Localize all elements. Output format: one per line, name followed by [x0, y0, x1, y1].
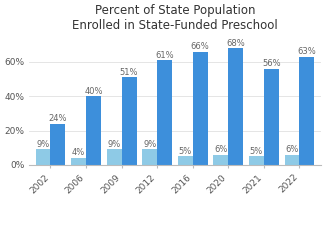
Bar — [285, 155, 300, 165]
Text: 5%: 5% — [179, 147, 192, 156]
Bar — [264, 69, 279, 165]
Text: 51%: 51% — [120, 68, 138, 77]
Text: 6%: 6% — [214, 145, 228, 154]
Bar — [193, 52, 208, 165]
Bar — [157, 60, 172, 165]
Text: 9%: 9% — [108, 140, 121, 149]
Bar — [86, 96, 101, 165]
Text: 61%: 61% — [155, 51, 174, 60]
Text: 6%: 6% — [285, 145, 299, 154]
Text: 9%: 9% — [143, 140, 156, 149]
Title: Percent of State Population
Enrolled in State-Funded Preschool: Percent of State Population Enrolled in … — [72, 4, 278, 32]
Bar — [35, 150, 50, 165]
Text: 5%: 5% — [250, 147, 263, 156]
Text: 24%: 24% — [49, 114, 67, 123]
Bar — [50, 124, 65, 165]
Bar — [107, 150, 122, 165]
Bar — [300, 57, 314, 165]
Text: 9%: 9% — [36, 140, 50, 149]
Text: 66%: 66% — [191, 42, 210, 51]
Text: 63%: 63% — [298, 47, 316, 56]
Text: 56%: 56% — [262, 59, 281, 68]
Bar — [228, 48, 243, 165]
Bar — [142, 150, 157, 165]
Text: 4%: 4% — [72, 148, 85, 158]
Bar — [122, 77, 136, 165]
Bar — [214, 155, 228, 165]
Text: 68%: 68% — [227, 39, 245, 48]
Bar — [178, 156, 193, 165]
Text: 40%: 40% — [84, 87, 103, 96]
Bar — [249, 156, 264, 165]
Bar — [71, 158, 86, 165]
